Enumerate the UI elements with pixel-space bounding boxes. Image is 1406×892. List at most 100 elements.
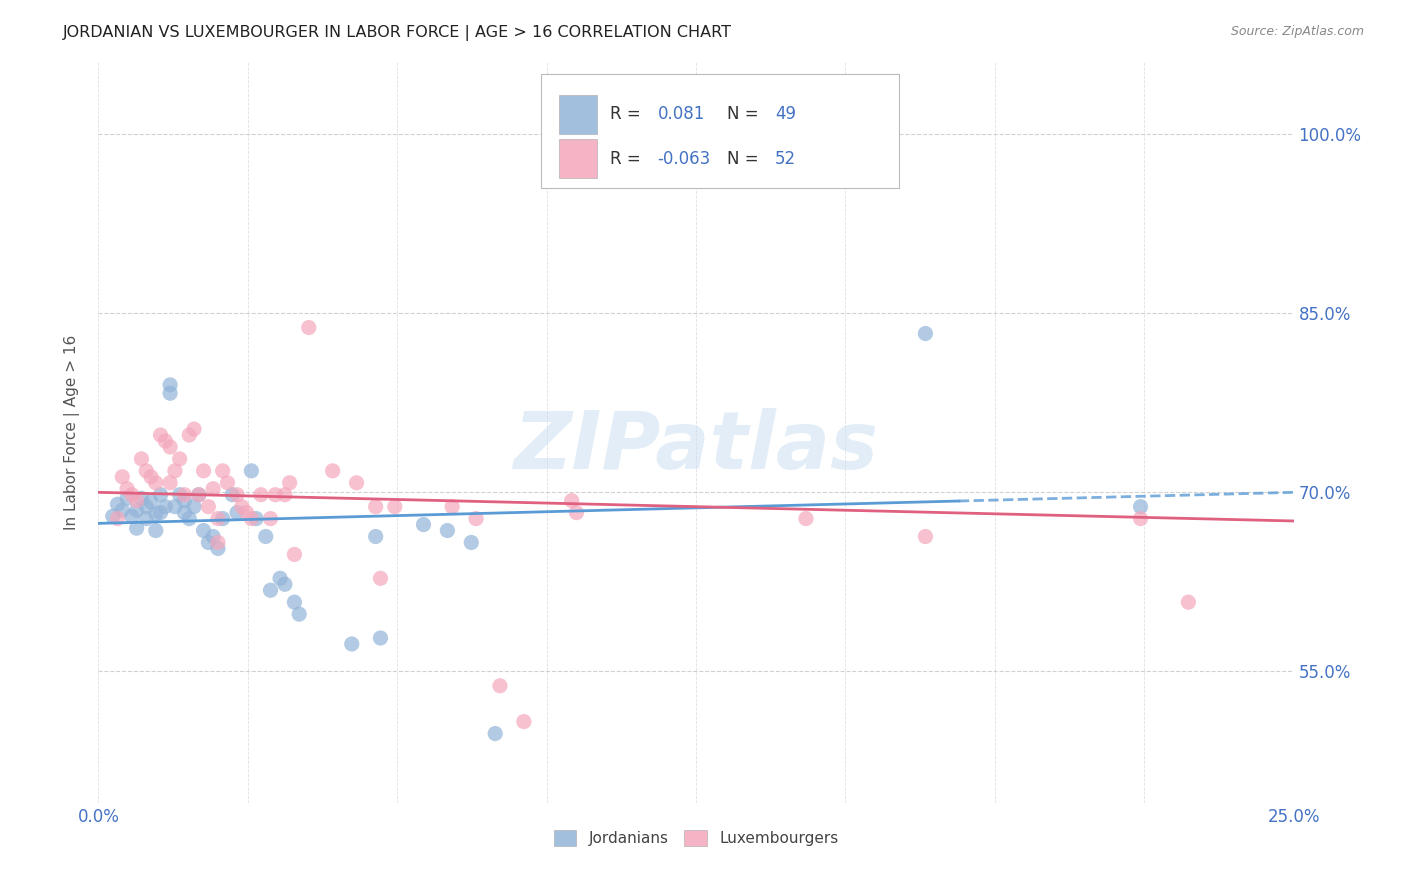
Point bbox=[465, 511, 488, 525]
Point bbox=[115, 491, 138, 506]
Point bbox=[202, 529, 225, 543]
Y-axis label: In Labor Force | Age > 16: In Labor Force | Age > 16 bbox=[63, 335, 80, 530]
Point bbox=[115, 482, 138, 496]
Point bbox=[489, 679, 512, 693]
Point bbox=[135, 511, 157, 525]
Point bbox=[107, 497, 129, 511]
Point bbox=[149, 428, 172, 442]
Text: R =: R = bbox=[610, 105, 645, 123]
Point bbox=[370, 571, 392, 585]
Point bbox=[1129, 511, 1152, 525]
Point bbox=[207, 511, 229, 525]
Point bbox=[135, 500, 157, 514]
Point bbox=[274, 577, 297, 591]
Bar bbox=[558, 95, 596, 134]
Point bbox=[254, 529, 277, 543]
Point bbox=[125, 521, 148, 535]
Text: Source: ZipAtlas.com: Source: ZipAtlas.com bbox=[1230, 25, 1364, 38]
Point bbox=[187, 488, 209, 502]
Point bbox=[173, 506, 195, 520]
Point bbox=[259, 583, 281, 598]
Point bbox=[240, 511, 263, 525]
Point bbox=[197, 535, 219, 549]
Point bbox=[283, 595, 305, 609]
Text: -0.063: -0.063 bbox=[658, 150, 711, 168]
Point bbox=[111, 470, 134, 484]
Point bbox=[460, 535, 482, 549]
FancyBboxPatch shape bbox=[541, 73, 900, 188]
Point bbox=[187, 488, 209, 502]
Point bbox=[163, 464, 186, 478]
Point bbox=[111, 503, 134, 517]
Point bbox=[179, 428, 201, 442]
Point bbox=[322, 464, 344, 478]
Point bbox=[250, 488, 273, 502]
Point bbox=[179, 511, 201, 525]
Point bbox=[235, 506, 257, 520]
Point bbox=[139, 470, 162, 484]
Point bbox=[245, 511, 267, 525]
Point bbox=[264, 488, 287, 502]
Text: N =: N = bbox=[727, 150, 763, 168]
Point bbox=[513, 714, 536, 729]
Point bbox=[183, 500, 205, 514]
Text: JORDANIAN VS LUXEMBOURGER IN LABOR FORCE | AGE > 16 CORRELATION CHART: JORDANIAN VS LUXEMBOURGER IN LABOR FORCE… bbox=[63, 25, 733, 41]
Point bbox=[193, 524, 215, 538]
Point bbox=[121, 488, 143, 502]
Point bbox=[561, 493, 583, 508]
Point bbox=[221, 488, 243, 502]
Point bbox=[283, 548, 305, 562]
Point bbox=[155, 434, 177, 448]
Point bbox=[197, 500, 219, 514]
Point bbox=[173, 488, 195, 502]
Text: 49: 49 bbox=[775, 105, 796, 123]
Point bbox=[145, 507, 167, 521]
Text: N =: N = bbox=[727, 105, 763, 123]
Point bbox=[217, 475, 239, 490]
Point bbox=[159, 377, 181, 392]
Point bbox=[364, 500, 387, 514]
Legend: Jordanians, Luxembourgers: Jordanians, Luxembourgers bbox=[548, 825, 844, 851]
Point bbox=[169, 488, 191, 502]
Point bbox=[173, 493, 195, 508]
Point bbox=[231, 500, 253, 514]
Point bbox=[183, 422, 205, 436]
Point bbox=[135, 464, 157, 478]
Bar bbox=[558, 139, 596, 178]
Point bbox=[1129, 500, 1152, 514]
Point bbox=[169, 451, 191, 466]
Point bbox=[131, 491, 153, 506]
Point bbox=[259, 511, 281, 525]
Point bbox=[288, 607, 311, 621]
Point bbox=[145, 475, 167, 490]
Point bbox=[207, 535, 229, 549]
Point bbox=[131, 451, 153, 466]
Point bbox=[121, 509, 143, 524]
Point bbox=[149, 488, 172, 502]
Point bbox=[159, 386, 181, 401]
Text: 0.081: 0.081 bbox=[658, 105, 704, 123]
Text: 52: 52 bbox=[775, 150, 796, 168]
Point bbox=[155, 500, 177, 514]
Point bbox=[240, 464, 263, 478]
Point bbox=[226, 488, 249, 502]
Point bbox=[346, 475, 368, 490]
Point bbox=[226, 506, 249, 520]
Point bbox=[139, 495, 162, 509]
Point bbox=[794, 511, 817, 525]
Point bbox=[565, 506, 588, 520]
Point bbox=[914, 326, 936, 341]
Text: ZIPatlas: ZIPatlas bbox=[513, 409, 879, 486]
Point bbox=[163, 500, 186, 514]
Point bbox=[274, 488, 297, 502]
Point bbox=[340, 637, 363, 651]
Point bbox=[202, 482, 225, 496]
Point bbox=[412, 517, 434, 532]
Point bbox=[269, 571, 291, 585]
Point bbox=[211, 511, 233, 525]
Point bbox=[145, 524, 167, 538]
Point bbox=[149, 506, 172, 520]
Point bbox=[436, 524, 458, 538]
Point bbox=[125, 493, 148, 508]
Point bbox=[298, 320, 321, 334]
